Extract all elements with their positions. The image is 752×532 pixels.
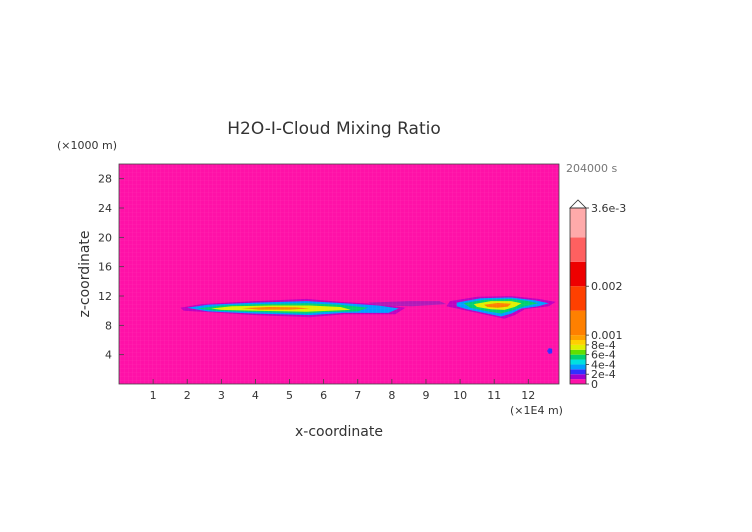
colorbar-label: 0 — [591, 378, 598, 391]
y-axis-label: z-coordinate — [77, 230, 93, 317]
colorbar-band-1 — [570, 374, 586, 380]
colorbar-label: 0.001 — [591, 329, 623, 342]
grid-overlay — [119, 164, 559, 384]
time-label: 204000 s — [566, 162, 617, 175]
x-unit-label: (×1E4 m) — [510, 404, 563, 417]
colorbar-band-13 — [570, 237, 586, 262]
plot-area — [118, 163, 560, 385]
colorbar-band-6 — [570, 349, 586, 355]
colorbar-label: 4e-4 — [591, 358, 616, 371]
y-tick-label: 24 — [98, 202, 112, 215]
colorbar-label: 0.002 — [591, 280, 623, 293]
y-tick-label: 20 — [98, 231, 112, 244]
y-tick-label: 4 — [105, 349, 112, 362]
colorbar-band-14 — [570, 208, 586, 238]
colorbar-label: 6e-4 — [591, 349, 616, 362]
x-tick-label: 10 — [453, 389, 467, 402]
x-tick-label: 7 — [354, 389, 361, 402]
colorbar-band-4 — [570, 359, 586, 365]
y-tick-label: 16 — [98, 261, 112, 274]
x-axis-label: x-coordinate — [295, 424, 383, 440]
colorbar-band-3 — [570, 364, 586, 370]
x-tick-label: 4 — [252, 389, 259, 402]
y-tick-label: 28 — [98, 173, 112, 186]
colorbar-band-2 — [570, 369, 586, 375]
x-tick-label: 11 — [487, 389, 501, 402]
chart-title: H2O-I-Cloud Mixing Ratio — [227, 119, 441, 139]
colorbar-label: 2e-4 — [591, 368, 616, 381]
colorbar-label: 8e-4 — [591, 339, 616, 352]
colorbar-band-8 — [570, 340, 586, 345]
x-tick-label: 3 — [218, 389, 225, 402]
x-tick-label: 2 — [184, 389, 191, 402]
colorbar-band-0 — [570, 379, 586, 384]
x-tick-label: 5 — [286, 389, 293, 402]
x-tick-label: 8 — [388, 389, 395, 402]
colorbar-frame — [569, 207, 587, 385]
colorbar-band-9 — [570, 335, 586, 340]
x-axis-ticks: 1 2 3 4 5 6 7 8 9 10 11 12 — [150, 379, 535, 402]
colorbar-max-arrow — [569, 199, 587, 209]
x-tick-label: 1 — [150, 389, 157, 402]
colorbar-band-12 — [570, 261, 586, 287]
colorbar-band-10 — [570, 310, 586, 336]
x-tick-label: 12 — [521, 389, 535, 402]
y-tick-label: 8 — [105, 319, 112, 332]
x-tick-label: 6 — [320, 389, 327, 402]
x-tick-label: 9 — [422, 389, 429, 402]
y-axis-ticks: 4 8 12 16 20 24 28 — [98, 173, 124, 362]
plot-frame — [118, 163, 560, 385]
colorbar-band-11 — [570, 286, 586, 311]
y-unit-label: (×1000 m) — [57, 139, 117, 152]
colorbar-band-5 — [570, 354, 586, 360]
colorbar-band-7 — [570, 344, 586, 350]
colorbar-label: 3.6e-3 — [591, 202, 626, 215]
y-tick-label: 12 — [98, 290, 112, 303]
